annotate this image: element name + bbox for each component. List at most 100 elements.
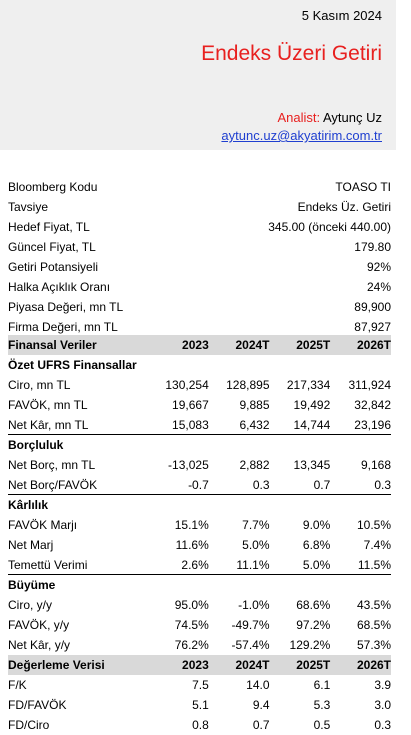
report-title: Endeks Üzeri Getiri <box>201 42 382 65</box>
cell: 2,882 <box>239 458 270 472</box>
section-title: Büyüme <box>8 575 391 595</box>
cell: 19,667 <box>172 398 209 412</box>
cell: 68.6% <box>296 598 331 612</box>
cell: 130,254 <box>165 378 209 392</box>
cell: 5.1 <box>192 698 209 712</box>
info-value: Endeks Üz. Getiri <box>297 200 391 214</box>
row-label: FD/Ciro <box>8 718 50 732</box>
table-row: Net Marj 11.6% 5.0% 6.8% 7.4% <box>8 535 391 555</box>
row-label: Net Marj <box>8 538 54 552</box>
cell: -13,025 <box>168 458 209 472</box>
cell: 11.5% <box>357 558 391 572</box>
info-value: 24% <box>366 280 391 294</box>
cell: 0.3 <box>374 478 391 492</box>
cell: 68.5% <box>356 618 391 632</box>
table-row: FAVÖK Marjı 15.1% 7.7% 9.0% 10.5% <box>8 515 391 535</box>
info-label: Halka Açıklık Oranı <box>8 280 111 294</box>
cell: 129.2% <box>289 638 331 652</box>
table-row: Ciro, mn TL 130,254 128,895 217,334 311,… <box>8 375 391 395</box>
cell: 311,924 <box>348 378 392 392</box>
info-value: 179.80 <box>354 240 391 254</box>
cell: 0.5 <box>313 718 331 732</box>
report-header: 5 Kasım 2024 Endeks Üzeri Getiri Analist… <box>0 0 396 150</box>
table-header-row: Finansal Veriler 2023 2024T 2025T 2026T <box>8 335 391 355</box>
row-label: FAVÖK Marjı <box>8 518 78 532</box>
cell: 0.3 <box>252 478 270 492</box>
table-row: Net Borç/FAVÖK -0.7 0.3 0.7 0.3 <box>8 475 391 495</box>
table-row: FD/Ciro 0.8 0.7 0.5 0.3 <box>8 715 391 735</box>
info-row: Hedef Fiyat, TL 345.00 (önceki 440.00) <box>8 217 391 237</box>
analyst-line: Analist: Aytunç Uz <box>277 110 382 125</box>
cell: 3.9 <box>374 678 391 692</box>
cell: -49.7% <box>231 618 270 632</box>
cell: 7.7% <box>242 518 270 532</box>
info-row: Tavsiye Endeks Üz. Getiri <box>8 197 391 217</box>
report-date: 5 Kasım 2024 <box>301 8 382 23</box>
cell: 57.3% <box>356 638 391 652</box>
header-col: 2024T <box>235 658 270 672</box>
header-col: 2025T <box>296 338 331 352</box>
analyst-email-link[interactable]: aytunc.uz@akyatirim.com.tr <box>221 128 382 143</box>
cell: -57.4% <box>231 638 270 652</box>
cell: 0.7 <box>313 478 331 492</box>
table-row: F/K 7.5 14.0 6.1 3.9 <box>8 675 391 695</box>
section-label: Özet UFRS Finansallar <box>8 358 137 372</box>
info-label: Güncel Fiyat, TL <box>8 240 96 254</box>
cell: 14.0 <box>246 678 270 692</box>
cell: 5.0% <box>242 538 270 552</box>
cell: 10.5% <box>356 518 391 532</box>
cell: 9,168 <box>360 458 391 472</box>
header-col: 2026T <box>356 658 391 672</box>
cell: 14,744 <box>293 418 331 432</box>
cell: 97.2% <box>296 618 331 632</box>
cell: 19,492 <box>293 398 331 412</box>
table-row: Net Borç, mn TL -13,025 2,882 13,345 9,1… <box>8 455 391 475</box>
cell: 6.8% <box>302 538 331 552</box>
info-value: 92% <box>366 260 391 274</box>
cell: 15,083 <box>172 418 209 432</box>
row-label: FAVÖK, mn TL <box>8 398 88 412</box>
section-title: Borçluluk <box>8 435 391 455</box>
analyst-label: Analist: <box>277 110 321 125</box>
section-label: Kârlılık <box>8 498 49 512</box>
cell: 9.0% <box>302 518 331 532</box>
cell: 13,345 <box>293 458 331 472</box>
section-title: Kârlılık <box>8 495 391 515</box>
info-label: Hedef Fiyat, TL <box>8 220 90 234</box>
valuation-header-row: Değerleme Verisi 2023 2024T 2025T 2026T <box>8 655 391 675</box>
cell: 6,432 <box>239 418 270 432</box>
header-col: 2025T <box>296 658 331 672</box>
info-value: 87,927 <box>354 320 391 334</box>
cell: 128,895 <box>226 378 270 392</box>
header-col: 2026T <box>356 338 391 352</box>
info-row: Firma Değeri, mn TL 87,927 <box>8 317 391 337</box>
table-row: FAVÖK, y/y 74.5% -49.7% 97.2% 68.5% <box>8 615 391 635</box>
row-label: FD/FAVÖK <box>8 698 67 712</box>
cell: 11.1% <box>236 558 270 572</box>
section-title: Özet UFRS Finansallar <box>8 355 391 375</box>
cell: 5.0% <box>302 558 331 572</box>
cell: 5.3 <box>313 698 331 712</box>
cell: -1.0% <box>238 598 270 612</box>
info-value: 89,900 <box>354 300 391 314</box>
financial-table: Finansal Veriler 2023 2024T 2025T 2026T … <box>8 335 391 735</box>
row-label: Net Borç, mn TL <box>8 458 96 472</box>
cell: 0.7 <box>252 718 270 732</box>
info-row: Bloomberg Kodu TOASO TI <box>8 177 391 197</box>
cell: 0.8 <box>192 718 209 732</box>
cell: 95.0% <box>174 598 209 612</box>
analyst-name: Aytunç Uz <box>322 110 382 125</box>
info-row: Güncel Fiyat, TL 179.80 <box>8 237 391 257</box>
section-label: Büyüme <box>8 578 56 592</box>
info-row: Getiri Potansiyeli 92% <box>8 257 391 277</box>
info-value: 345.00 (önceki 440.00) <box>268 220 391 234</box>
info-label: Firma Değeri, mn TL <box>8 320 118 334</box>
row-label: Ciro, y/y <box>8 598 53 612</box>
row-label: Net Borç/FAVÖK <box>8 478 98 492</box>
header-label: Değerleme Verisi <box>8 658 105 672</box>
info-label: Bloomberg Kodu <box>8 180 98 194</box>
row-label: FAVÖK, y/y <box>8 618 70 632</box>
section-label: Borçluluk <box>8 438 64 452</box>
info-label: Piyasa Değeri, mn TL <box>8 300 124 314</box>
row-label: Temettü Verimi <box>8 558 88 572</box>
